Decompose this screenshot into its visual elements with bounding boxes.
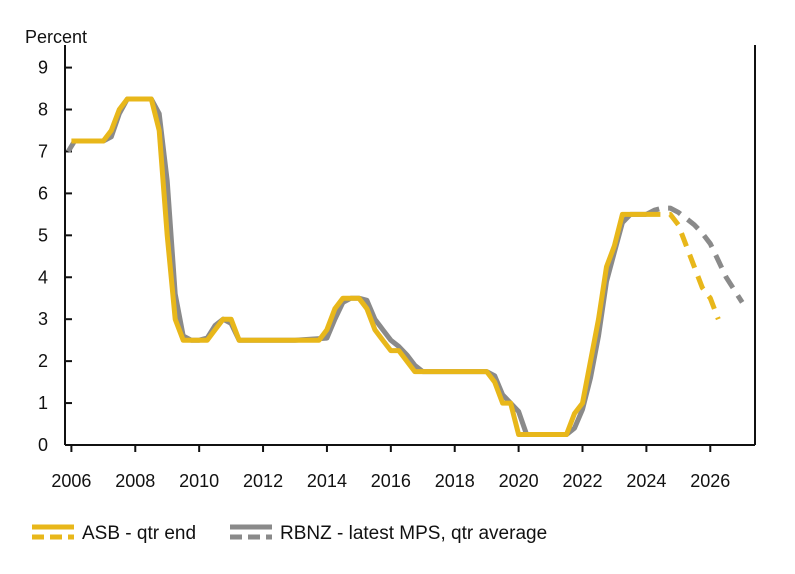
- y-tick-label: 8: [38, 100, 48, 120]
- x-tick-label: 2016: [371, 471, 411, 491]
- x-tick-label: 2018: [435, 471, 475, 491]
- x-tick-label: 2012: [243, 471, 283, 491]
- y-tick-label: 6: [38, 183, 48, 203]
- series-forecast-line-asb: [646, 211, 721, 321]
- series-line-asb: [71, 96, 647, 437]
- x-tick-label: 2010: [179, 471, 219, 491]
- series-forecast-line-rbnz: [645, 205, 745, 304]
- x-tick-label: 2014: [307, 471, 347, 491]
- y-tick-label: 4: [38, 267, 48, 287]
- legend-label: RBNZ - latest MPS, qtr average: [280, 523, 547, 544]
- y-tick-label: 7: [38, 141, 48, 161]
- x-tick-label: 2008: [115, 471, 155, 491]
- y-tick-label: 0: [38, 435, 48, 455]
- legend: ASB - qtr end RBNZ - latest MPS, qtr aver…: [32, 523, 547, 544]
- plot-area: 0 1 2 3 4 5 6 7 8 9 2006 2008 2010 2012 2014 2016 2018 20…: [38, 45, 756, 491]
- y-tick-label: 1: [38, 393, 48, 413]
- x-tick-label: 2006: [51, 471, 91, 491]
- series-line-rbnz: [66, 96, 647, 437]
- y-axis-label: Percent: [25, 27, 87, 47]
- x-tick-label: 2026: [690, 471, 730, 491]
- y-tick-label: 3: [38, 309, 48, 329]
- y-tick-label: 5: [38, 225, 48, 245]
- legend-label: ASB - qtr end: [82, 523, 196, 544]
- y-tick-label: 9: [38, 58, 48, 78]
- x-tick-label: 2022: [562, 471, 602, 491]
- x-tick-label: 2020: [499, 471, 539, 491]
- y-tick-label: 2: [38, 351, 48, 371]
- x-tick-label: 2024: [626, 471, 666, 491]
